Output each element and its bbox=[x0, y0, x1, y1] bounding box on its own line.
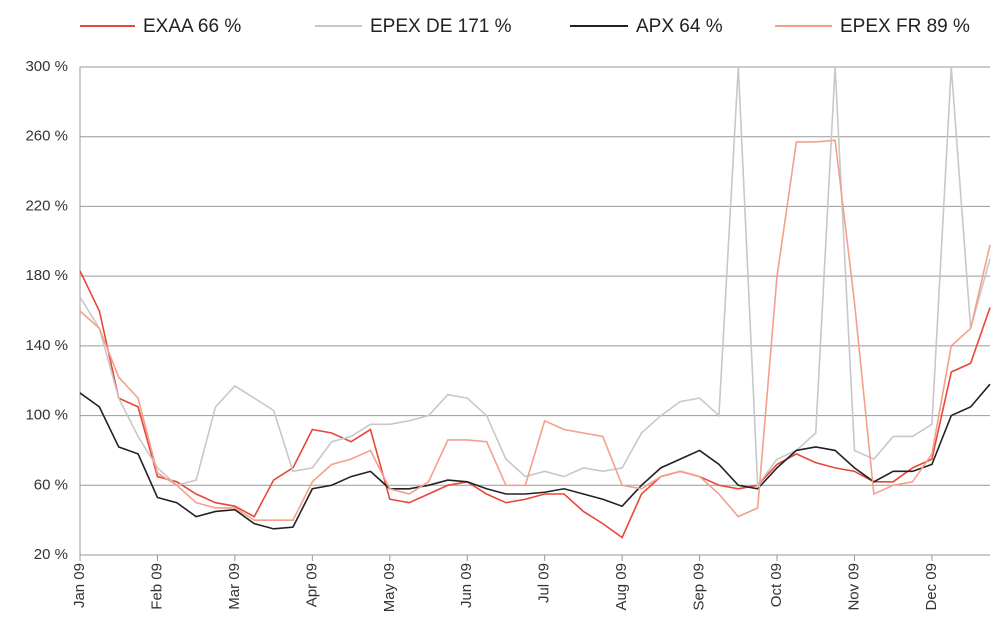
y-tick-label: 180 % bbox=[25, 267, 68, 284]
y-tick-label: 300 % bbox=[25, 58, 68, 75]
y-tick-label: 220 % bbox=[25, 197, 68, 214]
x-tick-label: Nov 09 bbox=[845, 563, 862, 611]
x-tick-label: Sep 09 bbox=[691, 563, 708, 611]
x-tick-label: Dec 09 bbox=[923, 563, 940, 611]
x-tick-label: May 09 bbox=[381, 563, 398, 612]
x-tick-label: Jan 09 bbox=[71, 563, 88, 608]
x-tick-label: Oct 09 bbox=[768, 563, 785, 607]
series-line bbox=[79, 270, 991, 539]
x-tick-label: Aug 09 bbox=[613, 563, 630, 611]
y-tick-label: 100 % bbox=[25, 407, 68, 424]
y-tick-label: 260 % bbox=[25, 128, 68, 145]
x-tick-label: Mar 09 bbox=[226, 563, 243, 610]
y-tick-label: 20 % bbox=[34, 546, 68, 563]
legend-label: APX 64 % bbox=[636, 16, 723, 37]
series-line bbox=[79, 66, 991, 488]
legend-label: EPEX FR 89 % bbox=[840, 16, 970, 37]
legend-label: EPEX DE 171 % bbox=[370, 16, 512, 37]
series-line bbox=[79, 383, 991, 530]
legend-label: EXAA 66 % bbox=[143, 16, 241, 37]
y-tick-label: 140 % bbox=[25, 337, 68, 354]
x-tick-label: Apr 09 bbox=[303, 563, 320, 607]
y-tick-label: 60 % bbox=[34, 476, 68, 493]
x-tick-label: Feb 09 bbox=[148, 563, 165, 610]
series-line bbox=[79, 139, 991, 521]
x-tick-label: Jul 09 bbox=[536, 563, 553, 603]
x-tick-label: Jun 09 bbox=[458, 563, 475, 608]
